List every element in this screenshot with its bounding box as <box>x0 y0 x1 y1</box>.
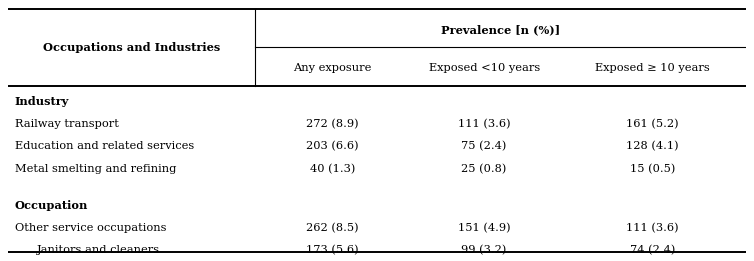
Text: Exposed ≥ 10 years: Exposed ≥ 10 years <box>595 63 710 73</box>
Text: 15 (0.5): 15 (0.5) <box>630 163 675 174</box>
Text: Metal smelting and refining: Metal smelting and refining <box>15 164 176 174</box>
Text: Occupations and Industries: Occupations and Industries <box>43 42 220 53</box>
Text: 111 (3.6): 111 (3.6) <box>458 118 510 129</box>
Text: Railway transport: Railway transport <box>15 118 119 129</box>
Text: 40 (1.3): 40 (1.3) <box>310 163 355 174</box>
Text: 75 (2.4): 75 (2.4) <box>461 141 507 151</box>
Text: 128 (4.1): 128 (4.1) <box>626 141 679 151</box>
Text: Prevalence [n (%)]: Prevalence [n (%)] <box>441 24 560 35</box>
Text: Exposed <10 years: Exposed <10 years <box>428 63 540 73</box>
Text: Education and related services: Education and related services <box>15 141 195 151</box>
Text: 262 (8.5): 262 (8.5) <box>306 223 359 233</box>
Text: 161 (5.2): 161 (5.2) <box>626 118 679 129</box>
Text: Any exposure: Any exposure <box>293 63 372 73</box>
Text: 173 (5.6): 173 (5.6) <box>306 245 359 255</box>
Text: Janitors and cleaners: Janitors and cleaners <box>37 245 160 255</box>
Text: Other service occupations: Other service occupations <box>15 223 167 233</box>
Text: 25 (0.8): 25 (0.8) <box>461 163 507 174</box>
Text: Industry: Industry <box>15 96 69 106</box>
Text: Occupation: Occupation <box>15 200 88 211</box>
Text: 99 (3.2): 99 (3.2) <box>461 245 507 255</box>
Text: 151 (4.9): 151 (4.9) <box>458 223 510 233</box>
Text: 74 (2.4): 74 (2.4) <box>630 245 675 255</box>
Text: 111 (3.6): 111 (3.6) <box>626 223 679 233</box>
Text: 272 (8.9): 272 (8.9) <box>306 118 359 129</box>
Text: 203 (6.6): 203 (6.6) <box>306 141 359 151</box>
